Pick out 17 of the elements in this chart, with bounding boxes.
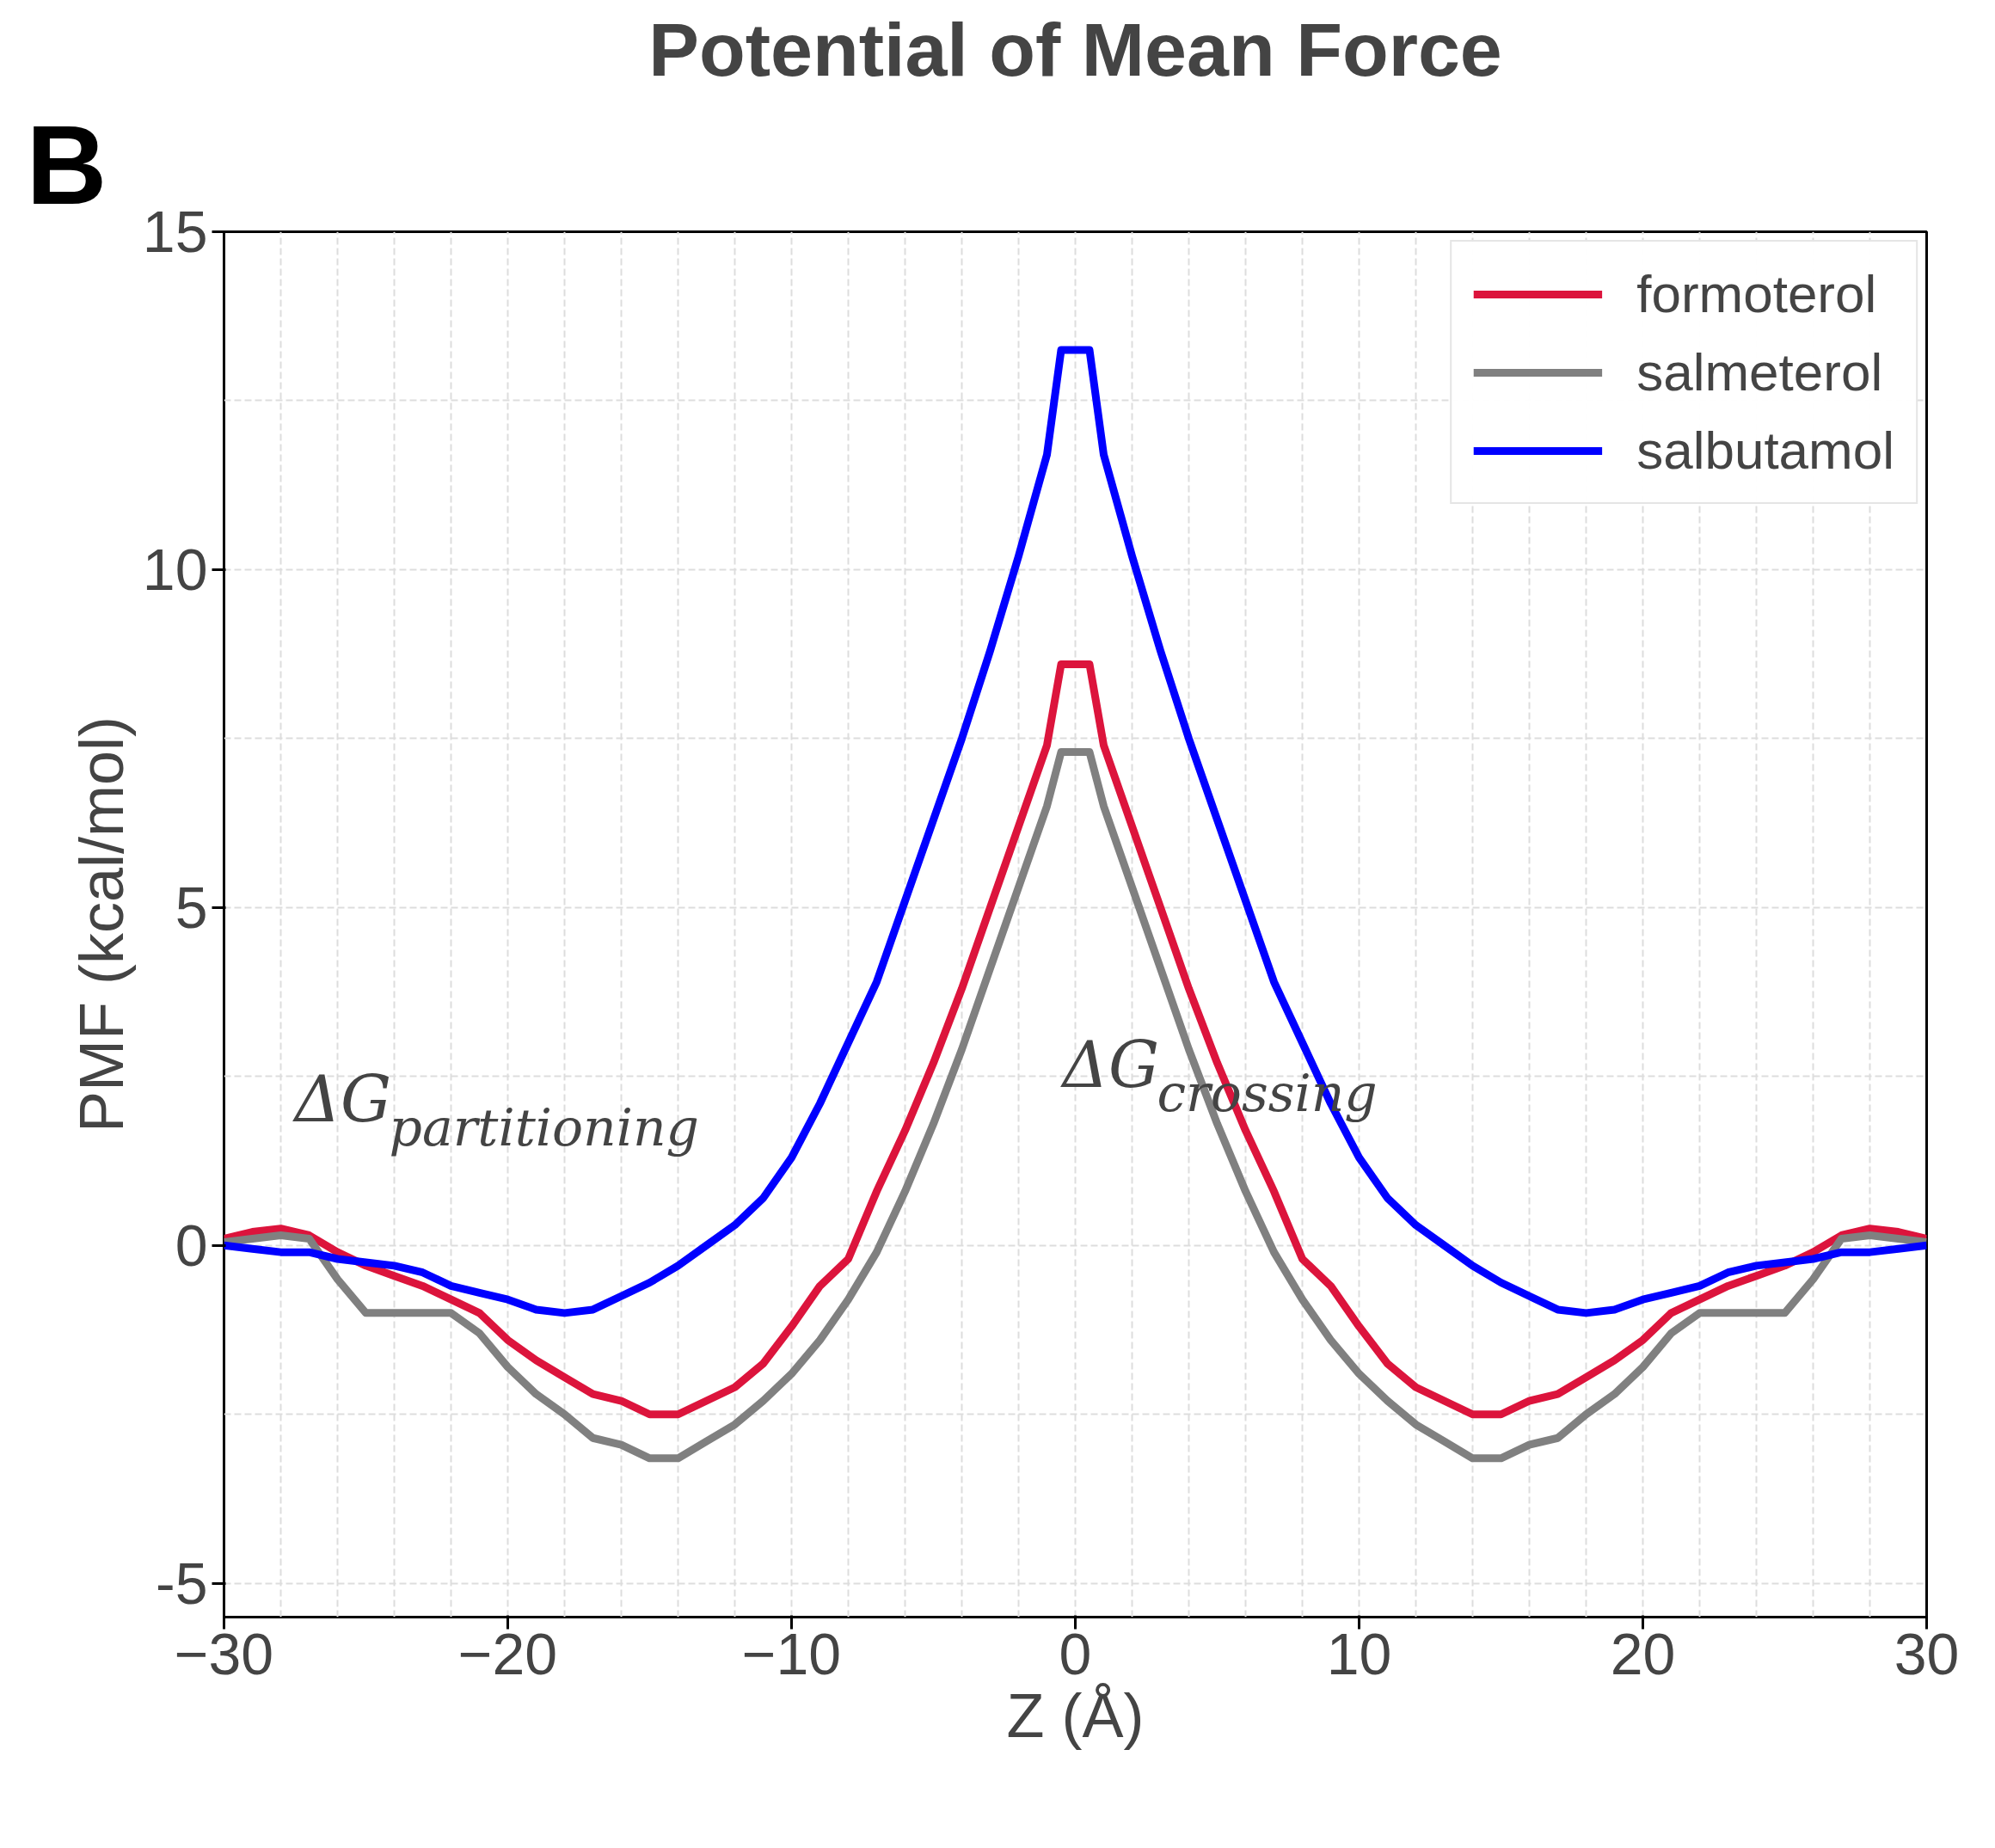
x-tick-label: 30 (1894, 1620, 1960, 1686)
legend-label: salmeterol (1636, 341, 1883, 402)
y-tick-label: 15 (142, 199, 208, 264)
text: B (26, 101, 107, 228)
y-axis-title: PMF (kcal/mol) (66, 716, 136, 1133)
y-tick-label: -5 (156, 1550, 208, 1616)
y-tick-label: 5 (175, 874, 208, 940)
chart-title: Potential of Mean Force (648, 6, 1502, 92)
y-tick-label: 10 (142, 536, 208, 602)
x-tick-label: −30 (174, 1620, 274, 1686)
legend-label: formoterol (1636, 263, 1877, 324)
x-tick-label: 10 (1326, 1620, 1392, 1686)
x-tick-label: 20 (1610, 1620, 1676, 1686)
x-tick-label: −10 (741, 1620, 842, 1686)
x-tick-label: −20 (457, 1620, 558, 1686)
y-tick-label: 0 (175, 1212, 208, 1278)
legend-label: salbutamol (1636, 420, 1894, 481)
